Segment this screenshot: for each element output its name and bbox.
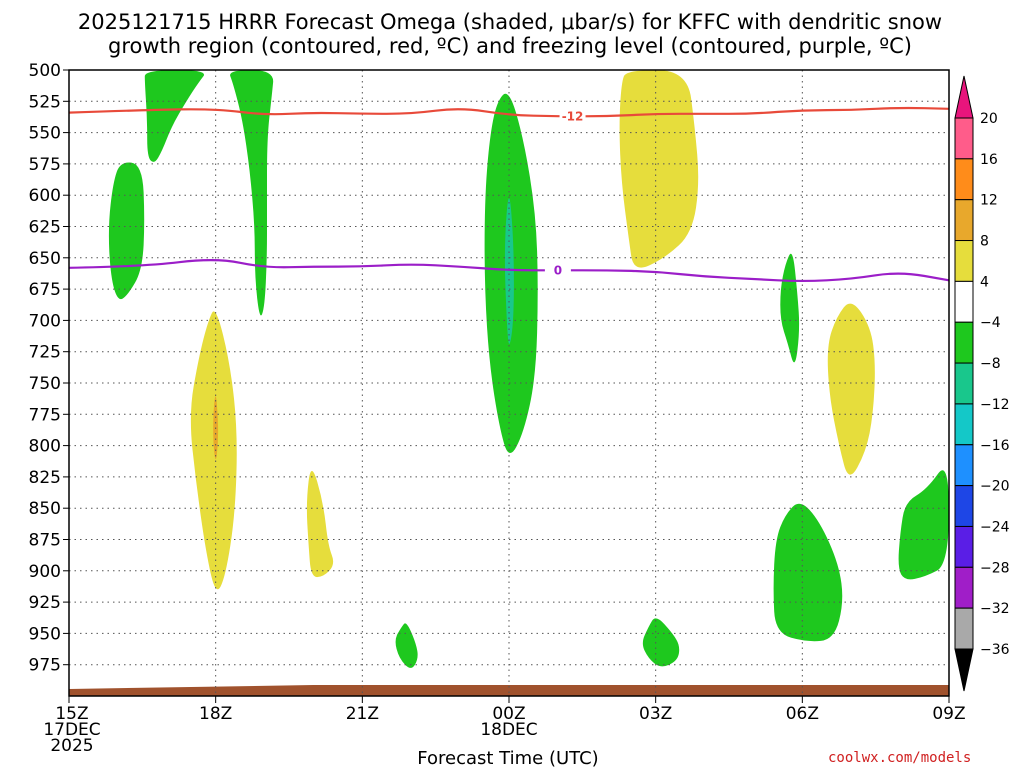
colorbar-swatch-9 [954,485,974,527]
colorbar-label-2: 12 [980,193,998,209]
y-tick-label-500: 500 [29,61,61,81]
omega-region-8 [504,198,514,344]
y-tick-label-925: 925 [29,593,61,613]
x-axis-title: Forecast Time (UTC) [417,748,598,768]
colorbar-label-4: 4 [980,274,989,290]
omega-region-5 [306,470,334,578]
colorbar-swatch-11 [954,566,974,609]
colorbar: 20 16 12 8 4 −4 −8 −12 −16 −20 −24 −28 −32 −36 [954,75,1010,692]
surface-terrain [69,685,949,696]
colorbar-swatch-6 [954,362,974,405]
x-tick-label-12-0: 03Z [639,704,672,724]
credit-text: coolwx.com/models [828,750,971,766]
omega-region-0 [144,70,205,162]
omega-region-14 [898,470,949,580]
chart-title: 2025121715 HRRR Forecast Omega (shaded, … [78,10,942,58]
colorbar-top-arrow [954,75,974,119]
colorbar-label-7: −12 [980,397,1010,413]
y-tick-label-725: 725 [29,343,61,363]
colorbar-label-0: 20 [980,111,998,127]
y-tick-label-950: 950 [29,624,61,644]
x-tick-label-3-0: 18Z [199,704,232,724]
colorbar-label-8: −16 [980,438,1010,454]
colorbar-bottom-arrow [954,648,974,692]
x-tick-label-15-0: 06Z [786,704,819,724]
x-tick-label-0-0: 15Z [55,704,88,724]
colorbar-label-5: −4 [980,315,1001,331]
y-tick-label-550: 550 [29,124,61,144]
colorbar-swatch-3 [954,240,974,282]
grid-lines [68,69,950,696]
dendritic-growth-contour-label-bg [559,109,586,124]
y-axis-ticks: 500 525 550 575 600 625 650 675 700 725 750 775 800 8… [29,61,69,676]
colorbar-swatch-1 [954,158,974,201]
y-tick-label-650: 650 [29,249,61,269]
freezing-level-contour [68,259,950,283]
dendritic-growth-contour-label: -12 [562,109,584,123]
title-line-1: 2025121715 HRRR Forecast Omega (shaded, … [78,10,942,34]
y-tick-label-675: 675 [29,280,61,300]
omega-shaded-regions [108,70,949,668]
surface-band [69,685,949,696]
colorbar-swatch-7 [954,403,974,446]
omega-region-9 [619,70,699,268]
colorbar-swatch-8 [954,444,974,487]
x-tick-label-0-2: 2025 [50,736,93,756]
colorbar-label-12: −32 [980,601,1010,617]
title-line-2: growth region (contoured, red, ºC) and f… [108,34,912,58]
y-tick-label-625: 625 [29,218,61,238]
omega-region-12 [827,303,875,475]
freezing-level-contour-label: 0 [554,263,562,277]
omega-region-13 [773,503,843,642]
colorbar-label-9: −20 [980,479,1010,495]
colorbar-label-10: −24 [980,519,1010,535]
y-tick-label-975: 975 [29,656,61,676]
y-tick-label-775: 775 [29,405,61,425]
x-tick-label-9-0: 00Z [492,704,525,724]
y-tick-label-900: 900 [29,562,61,582]
y-tick-label-875: 875 [29,531,61,551]
omega-region-11 [780,253,800,363]
colorbar-swatch-2 [954,199,974,242]
omega-region-1 [230,70,274,316]
colorbar-label-1: 16 [980,152,998,168]
colorbar-swatch-5 [954,321,974,364]
colorbar-swatch-0 [954,117,974,160]
colorbar-label-13: −36 [980,642,1010,658]
colorbar-label-3: 8 [980,234,989,250]
omega-region-2 [108,162,145,300]
x-tick-label-9-1: 18DEC [480,720,537,740]
colorbar-label-11: −28 [980,560,1010,576]
dendritic-growth-contour [68,106,950,118]
y-tick-label-525: 525 [29,92,61,112]
x-tick-label-18-0: 09Z [932,704,965,724]
omega-region-3 [190,311,237,590]
y-tick-label-600: 600 [29,186,61,206]
y-tick-label-850: 850 [29,499,61,519]
colorbar-swatch-4 [954,280,974,323]
y-tick-label-800: 800 [29,437,61,457]
contour-lines: -12 0 [68,106,950,283]
omega-region-6 [395,623,418,668]
y-tick-label-700: 700 [29,311,61,331]
x-tick-label-0-1: 17DEC [43,720,100,740]
y-tick-label-575: 575 [29,155,61,175]
colorbar-swatch-10 [954,525,974,568]
y-tick-label-750: 750 [29,374,61,394]
colorbar-label-6: −8 [980,356,1001,372]
freezing-level-contour-label-bg [544,263,571,278]
colorbar-swatch-12 [954,607,974,650]
omega-region-10 [642,618,680,667]
y-tick-label-825: 825 [29,468,61,488]
x-tick-label-6-0: 21Z [346,704,379,724]
